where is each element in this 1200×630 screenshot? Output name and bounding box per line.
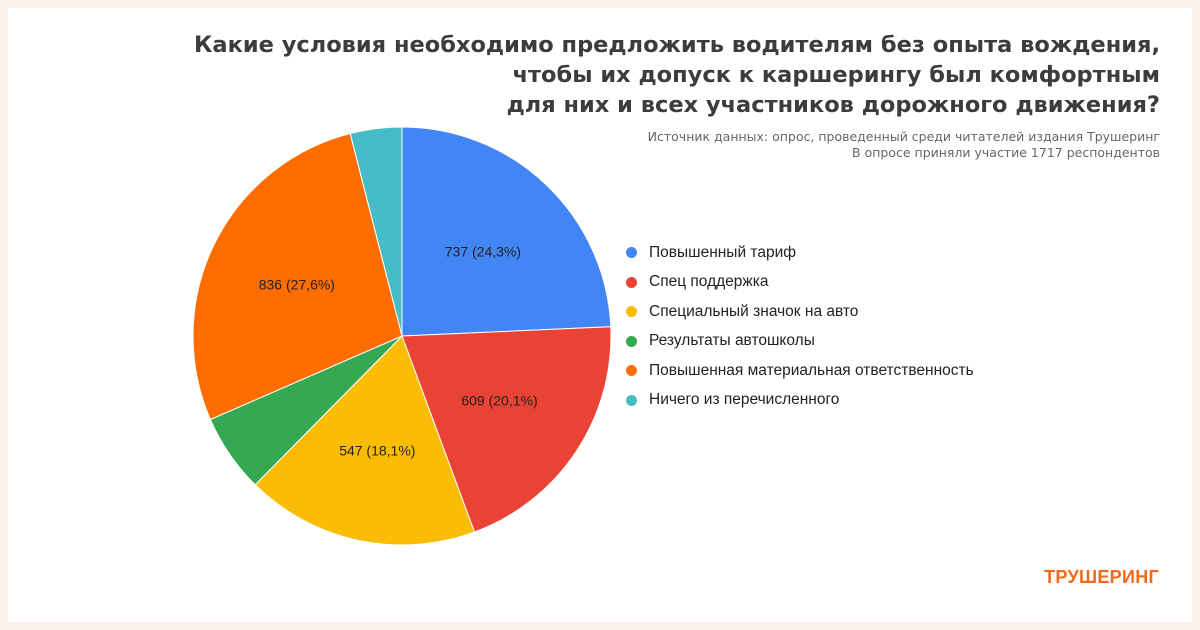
pie-slice [401,126,612,337]
legend-label: Повышенный тариф [649,243,796,261]
title-line: чтобы их допуск к каршерингу был комфорт… [512,62,1160,88]
source-line: Источник данных: опрос, проведенный сред… [647,129,1160,144]
chart-title: Какие условия необходимо предложить води… [160,30,1160,120]
legend-label: Результаты автошколы [649,332,815,350]
legend-item: Повышенная материальная ответственность [626,356,974,386]
title-line: Какие условия необходимо предложить води… [194,32,1160,58]
brand-logo: ТРУШЕРИНГ [1044,567,1159,587]
chart-legend: Повышенный тариф Спец поддержка Специаль… [626,238,974,415]
legend-item: Ничего из перечисленного [626,386,974,416]
legend-swatch [626,335,637,347]
pie-slice [401,326,612,533]
legend-item: Результаты автошколы [626,327,974,357]
pie-slice [192,132,403,421]
legend-label: Спец поддержка [649,273,769,291]
legend-swatch [626,306,637,318]
legend-swatch [626,247,637,259]
pie-slice [254,335,476,546]
legend-label: Ничего из перечисленного [649,391,840,409]
legend-item: Специальный значок на авто [626,297,974,327]
pie-slice [349,126,403,337]
legend-label: Специальный значок на авто [649,302,859,320]
pie-data-label: 836 (27,6%) [259,277,335,293]
pie-data-label: 737 (24,3%) [445,243,521,259]
legend-label: Повышенная материальная ответственность [649,361,974,379]
title-line: для них и всех участников дорожного движ… [506,92,1160,118]
pie-data-label: 609 (20,1%) [461,393,537,409]
legend-swatch [626,276,637,288]
legend-swatch [626,365,637,377]
legend-item: Спец поддержка [626,268,974,298]
data-source-note: Источник данных: опрос, проведенный сред… [360,129,1160,161]
legend-item: Повышенный тариф [626,238,974,268]
pie-data-label: 547 (18,1%) [339,442,415,458]
legend-swatch [626,394,637,406]
source-line: В опросе приняли участие 1717 респондент… [852,145,1160,160]
